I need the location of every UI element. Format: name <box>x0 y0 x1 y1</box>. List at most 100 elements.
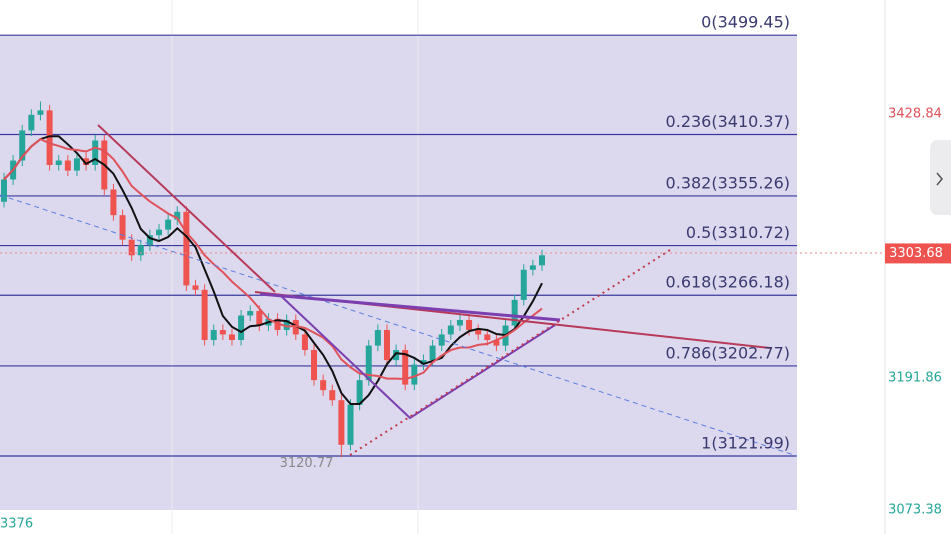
candle-body <box>146 235 153 246</box>
candle-body <box>83 158 90 165</box>
candle <box>338 394 345 458</box>
candle-body <box>165 219 172 230</box>
candle <box>146 229 153 251</box>
candle <box>238 309 245 346</box>
candle-body <box>311 350 318 381</box>
trend-line <box>97 124 276 293</box>
fib-label: 0(3499.45) <box>701 13 790 32</box>
low-label: 3120.77 <box>280 456 334 471</box>
candle-body <box>365 345 372 381</box>
triangle <box>279 294 556 420</box>
candle <box>484 328 491 346</box>
candle <box>301 328 308 356</box>
candle-body <box>228 334 235 341</box>
moving-average <box>3 137 543 381</box>
candle-body <box>347 404 354 445</box>
candle <box>438 328 445 352</box>
trend-dashed <box>0 194 798 457</box>
candle <box>447 319 454 341</box>
candle-body <box>219 329 226 335</box>
expand-arrow[interactable] <box>936 172 943 186</box>
candle-body <box>28 114 35 131</box>
candle-body <box>92 140 99 165</box>
candle-body <box>37 110 44 115</box>
candle-body <box>429 345 436 361</box>
candle <box>383 324 390 366</box>
price-axis <box>885 0 951 534</box>
candle <box>83 152 90 171</box>
corner-text: 3376 <box>0 517 33 532</box>
candle-body <box>73 158 80 171</box>
candle <box>228 328 235 346</box>
candle-body <box>137 245 144 256</box>
candle-body <box>64 160 71 171</box>
candle <box>55 154 62 171</box>
candle-body <box>110 189 117 216</box>
candle <box>174 206 181 226</box>
candle-body <box>256 311 263 326</box>
candle <box>37 101 44 121</box>
candle <box>320 374 327 396</box>
candle-body <box>210 329 217 341</box>
candle <box>19 124 26 167</box>
fib-label: 0.5(3310.72) <box>686 223 790 242</box>
candle-body <box>247 311 254 316</box>
fib-label: 0.236(3410.37) <box>666 112 790 131</box>
candle-body <box>1 179 7 202</box>
candle <box>347 399 354 451</box>
candle-body <box>511 299 518 326</box>
candle <box>73 153 80 177</box>
price-label: 3428.84 <box>888 106 942 121</box>
candle-body <box>420 360 427 365</box>
marks <box>0 34 797 458</box>
candle <box>156 224 163 241</box>
candle-body <box>128 239 135 256</box>
candle-body <box>119 215 126 240</box>
candle <box>92 134 99 171</box>
price-label: 3191.86 <box>888 371 942 386</box>
candle-body <box>301 334 308 351</box>
candle-body <box>55 160 62 165</box>
candle <box>420 354 427 371</box>
trend-line <box>259 292 561 322</box>
candle <box>110 183 117 221</box>
fib-label: 0.382(3355.26) <box>666 173 790 192</box>
candle <box>192 279 199 296</box>
candle <box>311 344 318 386</box>
candle-body <box>529 265 536 270</box>
candle <box>46 104 53 171</box>
current-price: 3303.68 <box>889 246 943 261</box>
drawings <box>0 124 885 457</box>
fib-label: 0.786(3202.77) <box>666 343 790 362</box>
candle-body <box>493 340 500 346</box>
candle-body <box>383 329 390 361</box>
candle-body <box>402 350 409 385</box>
candle <box>493 334 500 352</box>
candle <box>456 314 463 332</box>
candle <box>283 314 290 336</box>
candle-body <box>356 380 363 405</box>
candle-body <box>475 329 482 335</box>
candle <box>529 259 536 276</box>
candle-body <box>46 110 53 165</box>
candle-body <box>183 211 190 286</box>
candle-body <box>292 319 299 335</box>
candle <box>411 358 418 391</box>
candle <box>165 214 172 236</box>
candle <box>292 314 299 341</box>
candle <box>28 109 35 137</box>
candle <box>119 209 126 246</box>
candle <box>210 324 217 346</box>
candle-body <box>438 334 445 346</box>
candle-body <box>19 130 26 161</box>
candle <box>511 294 518 332</box>
current-price-box <box>885 243 951 264</box>
candle <box>247 305 254 322</box>
candle-body <box>374 329 381 346</box>
candle <box>64 154 71 177</box>
fib-label: 0.618(3266.18) <box>666 273 790 292</box>
candle-body <box>393 350 400 361</box>
candle <box>475 324 482 341</box>
candle-body <box>520 269 527 300</box>
